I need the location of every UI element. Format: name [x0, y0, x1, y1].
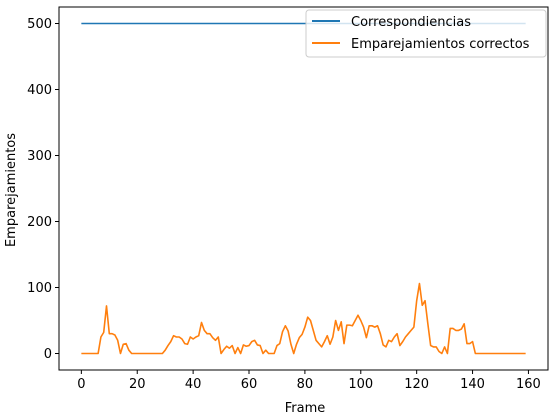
x-tick-label: 40	[185, 377, 202, 392]
y-tick-label: 0	[44, 347, 52, 362]
plot-area	[59, 7, 548, 370]
x-tick-label: 160	[516, 377, 541, 392]
legend: Correspondiencias Emparejamientos correc…	[305, 9, 547, 58]
legend-label-emparejamientos-correctos: Emparejamientos correctos	[351, 37, 530, 52]
x-tick-label: 60	[241, 377, 258, 392]
y-axis-label: Emparejamientos	[4, 133, 19, 247]
legend-label-correspondiencias: Correspondiencias	[351, 15, 471, 30]
x-axis-label: Frame	[285, 401, 326, 415]
y-tick-label: 400	[27, 83, 52, 98]
x-tick-label: 0	[77, 377, 85, 392]
x-axis-ticks: 0 20 40 60 80 100 120 140 160	[77, 370, 541, 392]
x-tick-label: 80	[297, 377, 314, 392]
y-tick-label: 500	[27, 17, 52, 32]
y-axis-ticks: 0 100 200 300 400 500	[27, 17, 59, 362]
y-tick-label: 200	[27, 215, 52, 230]
series-line-emparejamientos-correctos	[81, 282, 526, 355]
x-tick-label: 140	[460, 377, 485, 392]
axes-frame	[58, 6, 549, 371]
x-tick-label: 20	[129, 377, 146, 392]
x-tick-label: 120	[404, 377, 429, 392]
legend-box	[305, 9, 547, 58]
y-tick-label: 300	[27, 149, 52, 164]
x-tick-label: 100	[348, 377, 373, 392]
y-tick-label: 100	[27, 281, 52, 296]
